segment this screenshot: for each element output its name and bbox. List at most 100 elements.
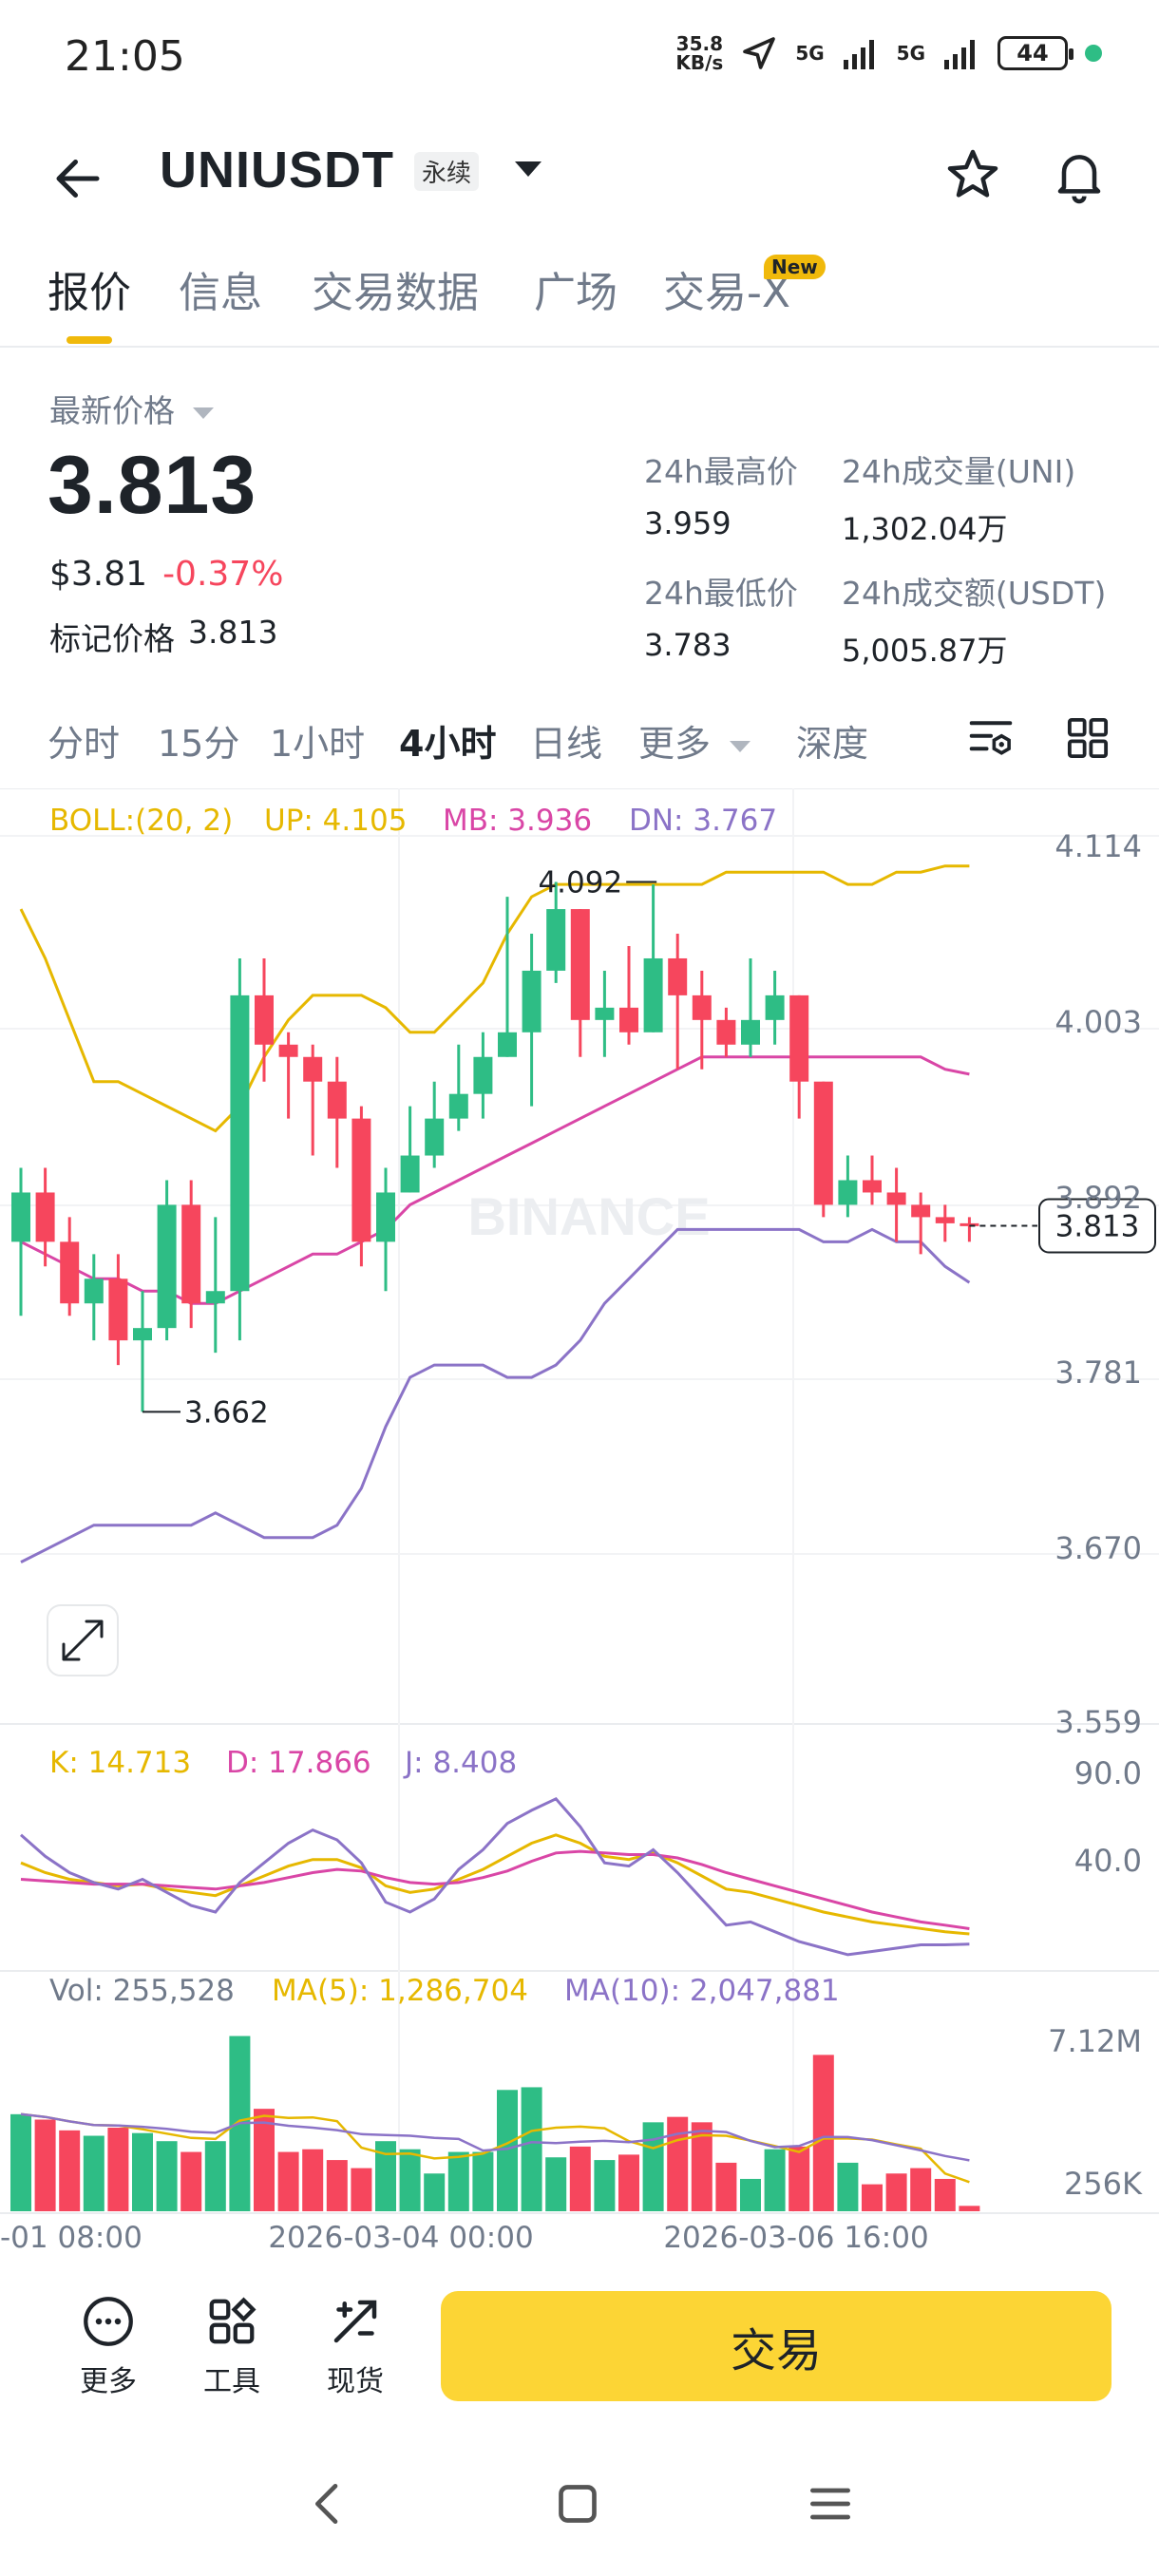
boll-label: BOLL:(20, 2) (49, 804, 233, 838)
time-axis-label: 2026-03-04 00:00 (268, 2221, 533, 2251)
interval-more[interactable]: 更多 (638, 714, 751, 767)
candle (60, 1217, 80, 1316)
volume-bar (302, 2149, 324, 2211)
star-icon[interactable] (942, 144, 1003, 205)
volume-bar (959, 2206, 980, 2211)
boll-dn: DN: 3.767 (629, 804, 777, 838)
trade-button-label: 交易 (730, 2324, 822, 2377)
interval-timeline[interactable]: 分时 (48, 723, 121, 765)
volume-bar (812, 2055, 834, 2211)
volume-bar (885, 2173, 907, 2211)
candle (765, 970, 785, 1045)
status-icons: 35.8 KB/s 5G 5G 44 (675, 34, 1102, 72)
candle-body (303, 1056, 323, 1082)
interval-1d[interactable]: 日线 (530, 723, 603, 765)
more-button[interactable]: 更多 (61, 2293, 156, 2399)
vol-axis-label: 256K (1064, 2166, 1143, 2202)
tab-info[interactable]: 信息 (179, 269, 262, 317)
volume-bar (691, 2122, 712, 2211)
volume-bar (447, 2151, 469, 2211)
candle-body (692, 994, 712, 1020)
candle-body (278, 1044, 298, 1057)
volume-bar (254, 2109, 275, 2211)
volume-bar (545, 2157, 567, 2211)
interval-1h[interactable]: 1小时 (270, 723, 366, 765)
candle-body (448, 1093, 468, 1119)
kline-chart-area[interactable]: BINANCE 4.092 3.662 3.813 4.114 4.003 3.892 3… (0, 788, 1159, 2251)
candle (255, 957, 274, 1082)
chart-settings-icon[interactable] (965, 712, 1016, 764)
nav-home-icon[interactable] (551, 2477, 604, 2530)
candle-body (886, 1192, 906, 1205)
signal-bars-icon-1 (843, 40, 874, 69)
candle (935, 1204, 955, 1242)
back-arrow-icon[interactable] (49, 150, 106, 207)
candle (108, 1254, 128, 1366)
symbol-title[interactable]: UNIUSDT (160, 142, 394, 199)
trade-button[interactable]: 交易 (441, 2291, 1112, 2401)
current-price-label[interactable]: 3.813 (1055, 1209, 1140, 1243)
candle (230, 957, 250, 1341)
kdj-j: J: 8.408 (403, 1746, 517, 1780)
tools-button[interactable]: 工具 (184, 2293, 279, 2399)
high-marker-label: 4.092 (538, 866, 622, 900)
candle (668, 934, 688, 1070)
tab-square[interactable]: 广场 (534, 269, 618, 317)
candle-body (205, 1291, 225, 1304)
candle-body (60, 1241, 80, 1304)
candle-body (35, 1192, 55, 1242)
candle-body (522, 970, 542, 1032)
nav-back-icon[interactable] (302, 2477, 355, 2530)
interval-bar: 分时 15分 1小时 4小时 日线 更多 深度 (0, 714, 1159, 771)
nav-menu-icon[interactable] (804, 2477, 857, 2530)
volume-bar (351, 2168, 372, 2211)
expand-icon (62, 1619, 104, 1661)
candle-body (400, 1155, 420, 1193)
grid-layout-icon[interactable] (1062, 712, 1113, 764)
spot-button[interactable]: 现货 (308, 2293, 403, 2399)
volume-bar (326, 2160, 348, 2211)
candle-body (789, 994, 809, 1082)
bell-icon[interactable] (1049, 144, 1110, 205)
volume-bar (642, 2122, 664, 2211)
candle-body (668, 957, 688, 995)
symbol-dropdown-caret-icon[interactable] (515, 161, 542, 177)
candle-body (741, 1019, 760, 1045)
system-nav-bar (0, 2432, 1159, 2574)
candle (886, 1167, 906, 1242)
fullscreen-button[interactable] (47, 1604, 119, 1676)
tab-trading-data[interactable]: 交易数据 (312, 269, 479, 317)
interval-4h[interactable]: 4小时 (399, 723, 497, 765)
kline-chart[interactable]: BINANCE 4.092 3.662 3.813 4.114 4.003 3.892 3… (0, 788, 1159, 2251)
volume-bar (837, 2162, 859, 2211)
candle (813, 1081, 833, 1218)
candle-body (230, 994, 250, 1292)
price-usd-row: $3.81 -0.37% (49, 555, 283, 594)
candle (205, 1217, 225, 1354)
tools-grid-icon (209, 2297, 256, 2344)
candle (425, 1081, 445, 1168)
candle-body (935, 1217, 955, 1223)
main-tabs: 报价 信息 交易数据 广场 交易-X New (0, 249, 1159, 348)
volume-bar (788, 2146, 810, 2211)
signal-bars-icon-2 (944, 40, 975, 69)
candle (863, 1155, 882, 1205)
last-price-label[interactable]: 最新价格 (49, 386, 214, 431)
volume-bar (472, 2151, 494, 2211)
mark-price-value: 3.813 (188, 614, 278, 651)
interval-depth[interactable]: 深度 (796, 723, 869, 765)
candle-body (352, 1118, 371, 1242)
boll-mb: MB: 3.936 (443, 804, 592, 838)
more-label: 更多 (80, 2365, 137, 2398)
volume-bar (156, 2141, 178, 2211)
status-bar: 21:05 35.8 KB/s 5G 5G 44 (0, 0, 1159, 114)
candle-body (84, 1279, 104, 1304)
spot-swap-icon (333, 2300, 377, 2343)
tab-quote[interactable]: 报价 (48, 269, 131, 317)
mark-price-row: 标记价格 3.813 (49, 614, 277, 659)
volume-bar (10, 2113, 31, 2211)
interval-15m[interactable]: 15分 (158, 723, 240, 765)
current-price-box[interactable] (1038, 1198, 1156, 1254)
candle (157, 1180, 177, 1341)
candle (448, 1044, 468, 1131)
